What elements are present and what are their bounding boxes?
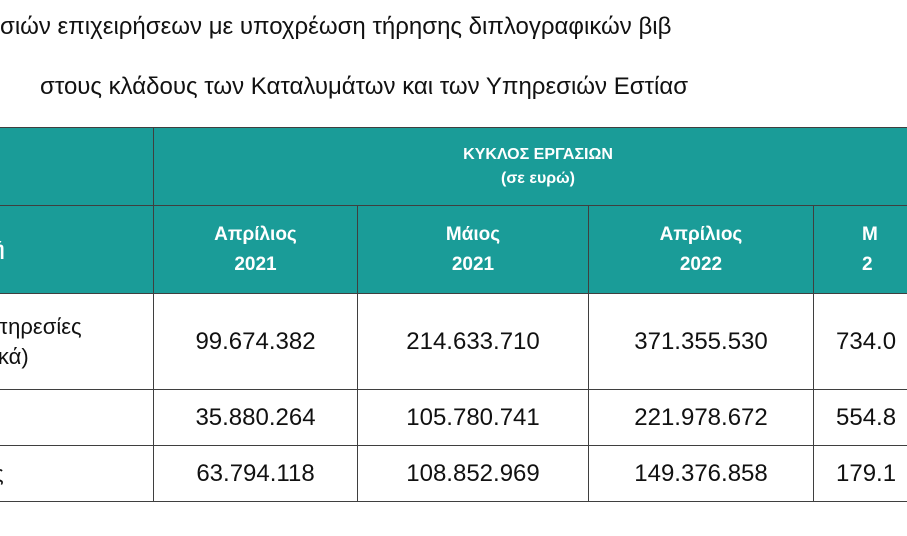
table-row: 35.880.264 105.780.741 221.978.672 554.8 — [0, 389, 907, 446]
turnover-table: ι ΚΥΚΛΟΣ ΕΡΓΑΣΙΩΝ (σε ευρώ) ή Απρίλιος 2… — [0, 127, 907, 502]
group-header: ΚΥΚΛΟΣ ΕΡΓΑΣΙΩΝ (σε ευρώ) — [152, 127, 907, 206]
row-label-line1: πηρεσίες — [0, 313, 82, 339]
column-header-may-2021: Μάιος 2021 — [357, 205, 589, 294]
table-cell: 179.1 — [812, 445, 907, 502]
subheader-corner-text: ή — [0, 239, 5, 260]
table-cell: 108.852.969 — [357, 445, 589, 502]
row-label-line1: ς — [0, 459, 153, 489]
column-header-month: Απρίλιος — [659, 223, 743, 245]
group-header-title: ΚΥΚΛΟΣ ΕΡΓΑΣΙΩΝ — [463, 145, 613, 163]
row-label-line2: ικά) — [0, 343, 29, 369]
column-header-year: 2022 — [679, 253, 723, 275]
column-header-year: 2021 — [234, 253, 277, 275]
table-cell: 214.633.710 — [357, 293, 589, 390]
table-cell: 63.794.118 — [153, 445, 358, 502]
column-header-apr-2022: Απρίλιος 2022 — [588, 205, 814, 294]
table-cell: 221.978.672 — [588, 389, 814, 446]
column-header-month: Μ — [862, 223, 878, 245]
table-cell: 554.8 — [812, 389, 907, 446]
group-header-corner: ι — [0, 127, 154, 206]
table-cell: 371.355.530 — [588, 293, 814, 390]
subheader-corner: ή — [0, 205, 154, 294]
column-header-year: 2021 — [451, 253, 495, 275]
table-cell: 734.0 — [812, 293, 907, 390]
table-cell: 35.880.264 — [153, 389, 358, 446]
table-cell: 105.780.741 — [357, 389, 589, 446]
table-cell: 99.674.382 — [153, 293, 358, 390]
title-line-1: σιών επιχειρήσεων με υποχρέωση τήρησης δ… — [0, 13, 672, 40]
table-row: πηρεσίες ικά) 99.674.382 214.633.710 371… — [0, 293, 907, 390]
column-header-apr-2021: Απρίλιος 2021 — [153, 205, 358, 294]
group-header-subtitle: (σε ευρώ) — [501, 169, 575, 187]
column-header-year: 2 — [862, 253, 873, 275]
table-cell: 149.376.858 — [588, 445, 814, 502]
column-header-may-2022: Μ 2 — [812, 205, 907, 294]
table-row: ς 63.794.118 108.852.969 149.376.858 179… — [0, 445, 907, 502]
column-header-month: Απρίλιος — [214, 223, 297, 245]
title-line-2: στους κλάδους των Καταλυμάτων και των Υπ… — [40, 73, 689, 100]
column-header-month: Μάιος — [445, 223, 501, 245]
row-label: ς — [0, 445, 154, 502]
row-label — [0, 389, 154, 446]
row-label: πηρεσίες ικά) — [0, 293, 154, 390]
